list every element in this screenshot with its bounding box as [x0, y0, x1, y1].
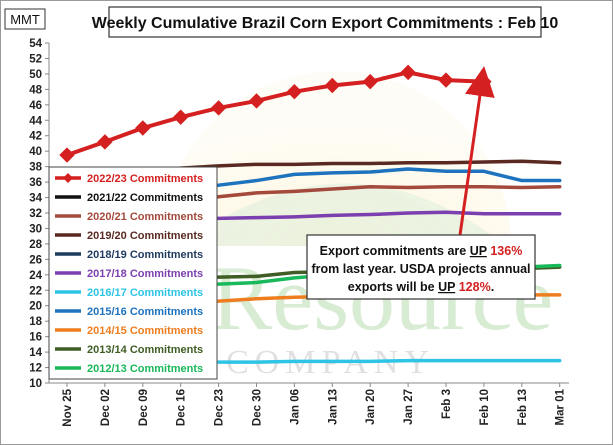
legend-label: 2015/16 Commitments [87, 306, 203, 318]
legend-label: 2012/13 Commitments [87, 363, 203, 375]
y-tick-label: 24 [29, 270, 42, 282]
chart-title-box [108, 6, 542, 38]
series-line [178, 210, 562, 221]
legend-label: 2020/21 Commitments [87, 211, 203, 223]
y-tick-label: 36 [29, 177, 42, 189]
annotation-run: Export commitments are [320, 244, 470, 258]
watermark-logo: Resource COMPANY [161, 71, 553, 381]
y-unit-box [4, 8, 46, 30]
legend-label: 2022/23 Commitments [87, 173, 203, 185]
legend-label: 2014/15 Commitments [87, 325, 203, 337]
annotation-run: exports will be [348, 280, 438, 294]
annotation-run: UP [470, 244, 487, 258]
data-point-marker [135, 120, 151, 136]
y-tick-label: 54 [29, 38, 42, 50]
y-tick-label: 34 [29, 193, 42, 205]
y-tick-label: 32 [29, 208, 42, 220]
y-tick-label: 42 [29, 131, 42, 143]
y-tick-label: 30 [29, 223, 42, 235]
annotation-text: Export commitments are UP 136% from last … [311, 244, 530, 294]
x-tick-label: Feb 10 [479, 389, 491, 425]
legend: 2022/23 Commitments 2021/22 Commitments 20… [48, 166, 218, 380]
annotation-run: from last year. USDA projects annual [311, 262, 530, 276]
watermark-sun-shape [161, 71, 511, 246]
data-point-marker [362, 73, 378, 90]
annotation-run: . [491, 280, 494, 294]
series-line [178, 167, 562, 192]
y-tick-label: 10 [29, 378, 42, 390]
annotation-line: Export commitments are UP 136% [320, 244, 523, 258]
data-point-marker [172, 109, 189, 125]
annotation: Export commitments are UP 136% from last … [306, 66, 536, 300]
data-point-marker [324, 77, 341, 94]
y-tick-label: 20 [29, 301, 42, 313]
x-tick-label: Mar 01 [555, 388, 567, 425]
x-tick-label: Feb 13 [517, 389, 529, 425]
legend-marker [63, 173, 73, 183]
y-tick-label: 12 [29, 363, 42, 375]
data-point-marker [476, 73, 492, 90]
x-tick-label: Jan 13 [327, 389, 339, 425]
annotation-box [306, 234, 536, 300]
annotation-run: UP [438, 280, 455, 294]
x-tick-label: Jan 20 [365, 389, 377, 425]
data-point-marker [97, 134, 113, 150]
x-tick-label: Dec 02 [100, 389, 112, 426]
y-tick-label: 52 [29, 53, 42, 65]
x-tick-label: Dec 23 [214, 389, 226, 426]
x-tick-label: Nov 25 [62, 388, 74, 426]
y-tick-label: 40 [29, 146, 42, 158]
y-tick-label: 16 [29, 332, 42, 344]
data-point-marker [59, 147, 75, 163]
annotation-line: exports will be UP 128%. [348, 280, 494, 294]
annotation-arrow [458, 66, 495, 236]
data-point-marker [210, 100, 227, 116]
legend-label: 2018/19 Commitments [87, 249, 203, 261]
y-tick-label: 26 [29, 254, 42, 266]
legend-label: 2019/20 Commitments [87, 230, 203, 242]
data-point-marker [438, 72, 454, 88]
y-tick-label: 46 [29, 100, 42, 112]
annotation-run: 136% [490, 244, 522, 258]
y-tick-label: 28 [29, 239, 42, 251]
annotation-line: from last year. USDA projects annual [311, 262, 530, 276]
x-axis-ticks: Nov 25 Dec 02 Dec 09 Dec 16 Dec 23 Dec 30 Jan … [62, 383, 567, 427]
chart-title: Weekly Cumulative Brazil Corn Export Com… [92, 15, 559, 32]
x-tick-label: Dec 16 [176, 389, 188, 426]
x-tick-label: Dec 30 [252, 389, 264, 426]
data-point-marker [248, 93, 265, 109]
y-tick-label: 50 [29, 69, 42, 81]
legend-label: 2016/17 Commitments [87, 287, 203, 299]
x-tick-label: Jan 27 [403, 389, 415, 425]
y-tick-label: 18 [29, 316, 42, 328]
data-point-marker [400, 64, 416, 81]
x-tick-label: Dec 09 [138, 389, 150, 426]
y-tick-label: 38 [29, 162, 42, 174]
series-line [178, 184, 562, 204]
legend-label: 2013/14 Commitments [87, 344, 203, 356]
y-axis-ticks: 10 12 14 16 18 20 22 24 26 28 30 32 34 36 38 40 42 44 46 48… [29, 38, 49, 390]
y-tick-label: 44 [29, 115, 42, 127]
data-point-marker [286, 83, 303, 100]
series-line [178, 159, 562, 170]
y-tick-label: 48 [29, 84, 42, 96]
annotation-run: 128% [459, 280, 491, 294]
legend-label: 2021/22 Commitments [87, 192, 203, 204]
x-tick-label: Feb 3 [441, 389, 453, 419]
x-tick-label: Jan 06 [289, 389, 301, 425]
series-line [216, 358, 562, 364]
legend-label: 2017/18 Commitments [87, 268, 203, 280]
y-tick-label: 22 [29, 285, 42, 297]
y-tick-label: 14 [29, 347, 42, 359]
y-unit-label: MMT [10, 12, 40, 27]
